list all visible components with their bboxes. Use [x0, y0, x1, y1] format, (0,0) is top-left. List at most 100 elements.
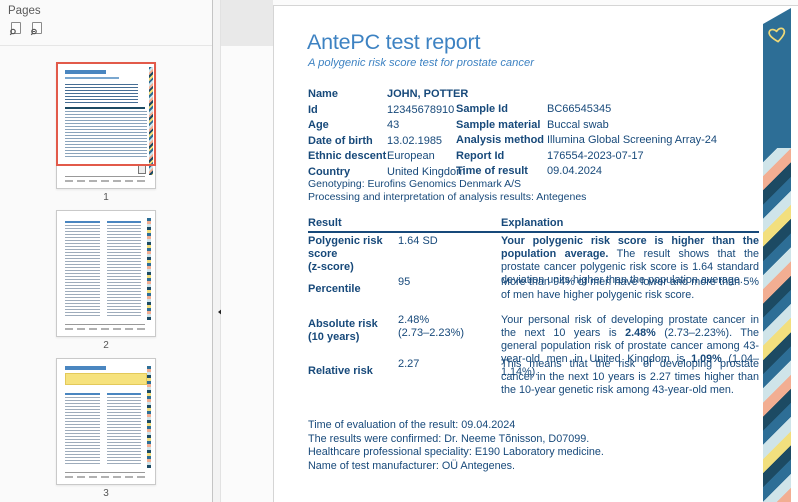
result-value: 2.48% (2.73–2.23%) [398, 314, 465, 339]
patient-field-row: Age 43 [308, 118, 468, 134]
page-thumbnail-2[interactable] [56, 210, 156, 337]
result-explanation: Your personal risk of developing prostat… [501, 314, 760, 378]
shrink-thumbnails-icon[interactable] [8, 21, 23, 36]
column-header-result: Result [308, 217, 342, 229]
brand-strip-pattern [763, 148, 791, 502]
page-number-1[interactable]: 1 [103, 192, 109, 203]
patient-field-row: Ethnic descentEuropean [308, 149, 468, 165]
footer-line: Name of test manufacturer: OÜ Antegenes. [308, 459, 516, 472]
patient-field-row: Name JOHN, POTTER [308, 87, 468, 103]
pages-panel-title: Pages [8, 5, 41, 17]
result-label: Polygenic risk score (z-score) [308, 235, 383, 273]
sample-field-label: Sample Id [456, 103, 508, 115]
thumbnail-list: 1 2 3 [0, 46, 212, 500]
thumb-body-line [65, 111, 148, 159]
thumb-footer-line [65, 176, 145, 182]
sample-field-row: Sample Id BC66545345 [456, 102, 717, 118]
thumb-footer-line [65, 324, 145, 330]
thumb-title-line [65, 366, 107, 370]
result-row: Absolute risk (10 years) 2.48% (2.73–2.23%)… [308, 314, 759, 379]
brand-strip-header [763, 8, 791, 148]
footer-line: The results were confirmed: Dr. Neeme Tõ… [308, 432, 590, 445]
patient-field-value: JOHN, POTTER [387, 88, 469, 100]
sidebar-splitter[interactable] [212, 0, 223, 502]
column-header-explanation: Explanation [501, 217, 564, 229]
patient-field-row: Id 12345678910 [308, 103, 468, 119]
collapse-sidebar-icon[interactable] [214, 308, 223, 316]
page-thumbnail-1[interactable] [56, 62, 156, 189]
result-label: Absolute risk (10 years) [308, 318, 378, 343]
thumb-rule-line [65, 107, 146, 109]
thumbnail-item-2: 2 [56, 210, 156, 352]
result-row: Relative risk 2.27 This means that the ris… [308, 358, 759, 397]
result-row: Percentile 95 More than 94% of men have lo… [308, 276, 759, 302]
thumb-brand-strip [147, 366, 151, 468]
sample-field-label: Time of result [456, 165, 528, 178]
patient-info: Name JOHN, POTTER Id 12345678910 Age 43 Date o… [308, 87, 468, 181]
result-value: 1.64 SD [398, 235, 438, 247]
genotyping-line-1: Genotyping: Eurofins Genomics Denmark A/… [308, 178, 522, 190]
result-explanation: Your polygenic risk score is higher than… [501, 235, 759, 286]
thumbnail-item-3: 3 [56, 358, 156, 500]
document-viewer: AntePC test report A polygenic risk scor… [221, 0, 798, 502]
patient-field-label: Id [308, 103, 318, 116]
pages-panel-header: Pages [0, 0, 212, 46]
thumb-text-column [65, 221, 100, 318]
result-label: Percentile [308, 283, 361, 295]
sample-field-value: 176554-2023-07-17 [547, 149, 644, 162]
patient-field-value: European [387, 150, 435, 163]
patient-field-value: 43 [387, 119, 400, 132]
sample-field-label: Analysis method [456, 134, 545, 147]
patient-field-label: Name [308, 88, 338, 100]
patient-field-label: Age [308, 119, 329, 132]
thumbnail-item-1: 1 [56, 62, 156, 204]
sample-field-label: Report Id [456, 149, 505, 162]
thumb-footer-line [65, 472, 145, 478]
report-subtitle: A polygenic risk score test for prostate… [308, 57, 534, 69]
thumb-logo-mark [138, 165, 146, 174]
sample-field-row: Time of result 09.04.2024 [456, 164, 717, 180]
page-thumbnail-3[interactable] [56, 358, 156, 485]
pdf-page: AntePC test report A polygenic risk scor… [273, 5, 798, 502]
patient-field-row: Country United Kingdom [308, 165, 468, 181]
thumb-highlight-box [65, 373, 148, 385]
thumb-text-columns [65, 393, 141, 466]
patient-field-row: Date of birth 13.02.1985 [308, 134, 468, 150]
thumb-title-line [65, 70, 107, 74]
viewer-gutter [221, 0, 273, 46]
result-value: 95 [398, 276, 411, 288]
page-number-3[interactable]: 3 [103, 488, 109, 499]
sample-field-row: Analysis method Illumina Global Screening… [456, 133, 717, 149]
patient-field-value: 12345678910 [387, 103, 455, 116]
sample-field-label: Sample material [456, 118, 541, 131]
pages-sidebar: Pages 1 2 3 [0, 0, 212, 502]
genotyping-lines: Genotyping: Eurofins Genomics Denmark A/… [308, 178, 586, 204]
thumbnail-tools [8, 21, 212, 36]
thumb-sub-line [65, 77, 119, 79]
footer-line: Time of evaluation of the result: 09.04.… [308, 419, 516, 431]
result-explanation: More than 94% of men have lower and more… [501, 276, 759, 301]
patient-field-label: Country [308, 165, 351, 178]
thumb-brand-strip [149, 67, 153, 175]
footer-line: Healthcare professional speciality: E190… [308, 446, 604, 458]
patient-field-label: Date of birth [308, 134, 373, 147]
enlarge-thumbnails-icon[interactable] [29, 21, 44, 36]
patient-field-label: Ethnic descent [308, 150, 387, 163]
result-label: Relative risk [308, 365, 373, 377]
antegenes-heart-logo [768, 27, 786, 43]
page-number-2[interactable]: 2 [103, 340, 109, 351]
thumb-text-column [106, 393, 141, 466]
result-value: 2.27 [398, 358, 420, 370]
report-title: AntePC test report [307, 30, 481, 54]
thumb-text-column [106, 221, 141, 318]
sample-field-row: Report Id 176554-2023-07-17 [456, 149, 717, 165]
sample-field-value: 09.04.2024 [547, 165, 603, 178]
results-header-rule [308, 231, 759, 233]
sample-field-value: Illumina Global Screening Array-24 [547, 134, 717, 147]
sample-field-value: BC66545345 [547, 103, 612, 115]
thumb-info-line [65, 84, 138, 104]
thumb-brand-strip [147, 218, 151, 320]
patient-field-value: United Kingdom [387, 165, 466, 178]
result-explanation: This means that the risk of developing p… [501, 358, 759, 396]
